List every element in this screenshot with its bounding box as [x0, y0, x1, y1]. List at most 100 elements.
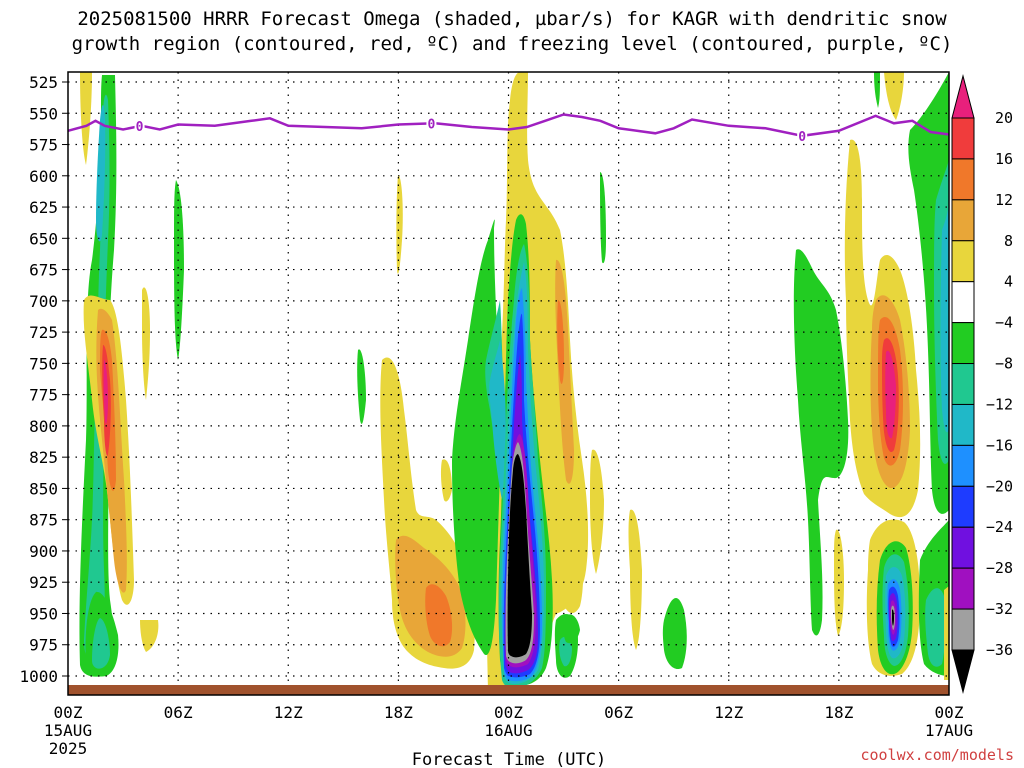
omega-down-right-big-2: [557, 300, 564, 384]
colorbar-bin: [951, 363, 975, 405]
x-tick-label: 06Z: [604, 703, 633, 722]
omega-down-05z: [628, 509, 642, 650]
omega-down-small-4z: [140, 620, 159, 652]
x-tick-label: 18Z: [824, 703, 853, 722]
x-tick-label: 00Z: [54, 703, 83, 722]
y-axis-ticks: 525 550 575 600 625 650 675 700 725 750 775 800 825 8…: [19, 73, 68, 686]
freezing-level-line: [67, 113, 950, 138]
colorbar-label: −12: [986, 395, 1013, 413]
colorbar-bin-top: [951, 74, 975, 119]
omega-down-22z-top: [440, 459, 452, 502]
colorbar-bin: [951, 526, 975, 569]
credit-text: coolwx.com/models: [860, 746, 1014, 764]
chart-title-line1: 2025081500 HRRR Forecast Omega (shaded, …: [77, 8, 947, 30]
colorbar-label: −4: [995, 314, 1013, 332]
colorbar-bin: [951, 322, 975, 365]
omega-cyan-big: [489, 340, 506, 500]
x-tick-label: 12Z: [274, 703, 303, 722]
y-tick-label: 925: [29, 573, 58, 592]
freezing-label-bg: [426, 116, 437, 131]
y-tick-label: 725: [29, 323, 58, 342]
y-tick-label: 600: [29, 167, 58, 186]
y-tick-label: 525: [29, 73, 58, 92]
plot-frame: [67, 71, 950, 696]
colorbar-bin-bottom: [951, 649, 975, 694]
omega-down-20z-mag: [885, 350, 896, 439]
colorbar-bin: [951, 240, 975, 283]
colorbar: 20 16 12 8 4 −4 −8 −12 −16 −20 −24 −28 −32 −36: [951, 74, 1013, 694]
plot-area: 0 0 0: [67, 71, 950, 696]
y-tick-label: 800: [29, 417, 58, 436]
omega-down-20z-core: [425, 584, 453, 647]
chart-title-line2: growth region (contoured, red, ºC) and f…: [72, 33, 953, 55]
colorbar-bin: [951, 158, 975, 201]
colorbar-label: −32: [986, 600, 1013, 618]
colorbar-label: 16: [995, 150, 1013, 168]
colorbar-label: 4: [1004, 273, 1013, 291]
x-tick-date: 16AUG: [484, 721, 532, 740]
x-tick-label: 06Z: [164, 703, 193, 722]
colorbar-label: 8: [1004, 232, 1013, 250]
y-tick-label: 950: [29, 604, 58, 623]
y-tick-label: 825: [29, 448, 58, 467]
colorbar-bin: [951, 485, 975, 528]
y-tick-label: 575: [29, 136, 58, 155]
colorbar-label: −20: [986, 477, 1013, 495]
omega-down-small-4z-2: [142, 287, 150, 400]
colorbar-label: −28: [986, 559, 1013, 577]
x-tick-date: 15AUG: [44, 721, 92, 740]
colorbar-bin: [951, 444, 975, 487]
freezing-level-label: 0: [798, 130, 806, 145]
ground-surface: [68, 685, 949, 695]
omega-up-6z: [174, 180, 184, 360]
freezing-label-bg: [797, 128, 808, 143]
y-tick-label: 700: [29, 292, 58, 311]
omega-green-big: [452, 219, 500, 656]
omega-up-08z: [662, 597, 687, 670]
omega-teal-early-b: [92, 618, 110, 669]
y-tick-label: 975: [29, 636, 58, 655]
omega-down-early-5: [103, 360, 108, 424]
colorbar-label: 20: [995, 109, 1013, 127]
omega-down-right-2: [558, 525, 583, 614]
x-tick-label: 00Z: [935, 703, 964, 722]
y-tick-label: 900: [29, 542, 58, 561]
y-tick-label: 625: [29, 198, 58, 217]
omega-up-04z-small: [562, 614, 580, 644]
x-tick-label: 12Z: [714, 703, 743, 722]
omega-black-core: [507, 454, 532, 658]
colorbar-label: −24: [986, 518, 1013, 536]
omega-up-17z: [793, 249, 849, 636]
freezing-level-label: 0: [136, 120, 144, 135]
omega-teal-edge-low: [925, 588, 946, 667]
x-tick-date: 17AUG: [925, 721, 973, 740]
omega-up-03z: [600, 172, 606, 264]
y-tick-label: 750: [29, 354, 58, 373]
omega-cyan-edge: [940, 205, 949, 433]
y-tick-label: 875: [29, 511, 58, 530]
x-tick-label: 18Z: [384, 703, 413, 722]
y-tick-label: 775: [29, 386, 58, 405]
y-tick-label: 650: [29, 229, 58, 248]
x-axis-label: Forecast Time (UTC): [412, 750, 606, 768]
freezing-level-label: 0: [427, 117, 435, 132]
y-tick-label: 550: [29, 104, 58, 123]
omega-teal-right-big: [559, 636, 572, 667]
y-tick-label: 1000: [19, 667, 58, 686]
y-tick-label: 675: [29, 261, 58, 280]
freezing-label-bg: [134, 119, 145, 134]
colorbar-label: 12: [995, 191, 1013, 209]
colorbar-label: −36: [986, 641, 1013, 659]
omega-shading: [79, 72, 949, 690]
freezing-level-contour: 0 0 0: [67, 113, 950, 145]
x-tick-year: 2025: [49, 739, 88, 758]
omega-down-edge-low: [944, 586, 949, 680]
omega-down-top-20z: [884, 72, 904, 120]
colorbar-bin: [951, 567, 975, 610]
colorbar-bin: [951, 403, 975, 446]
colorbar-bin: [951, 608, 975, 651]
colorbar-bin: [951, 199, 975, 242]
omega-up-top-19z: [874, 72, 880, 108]
